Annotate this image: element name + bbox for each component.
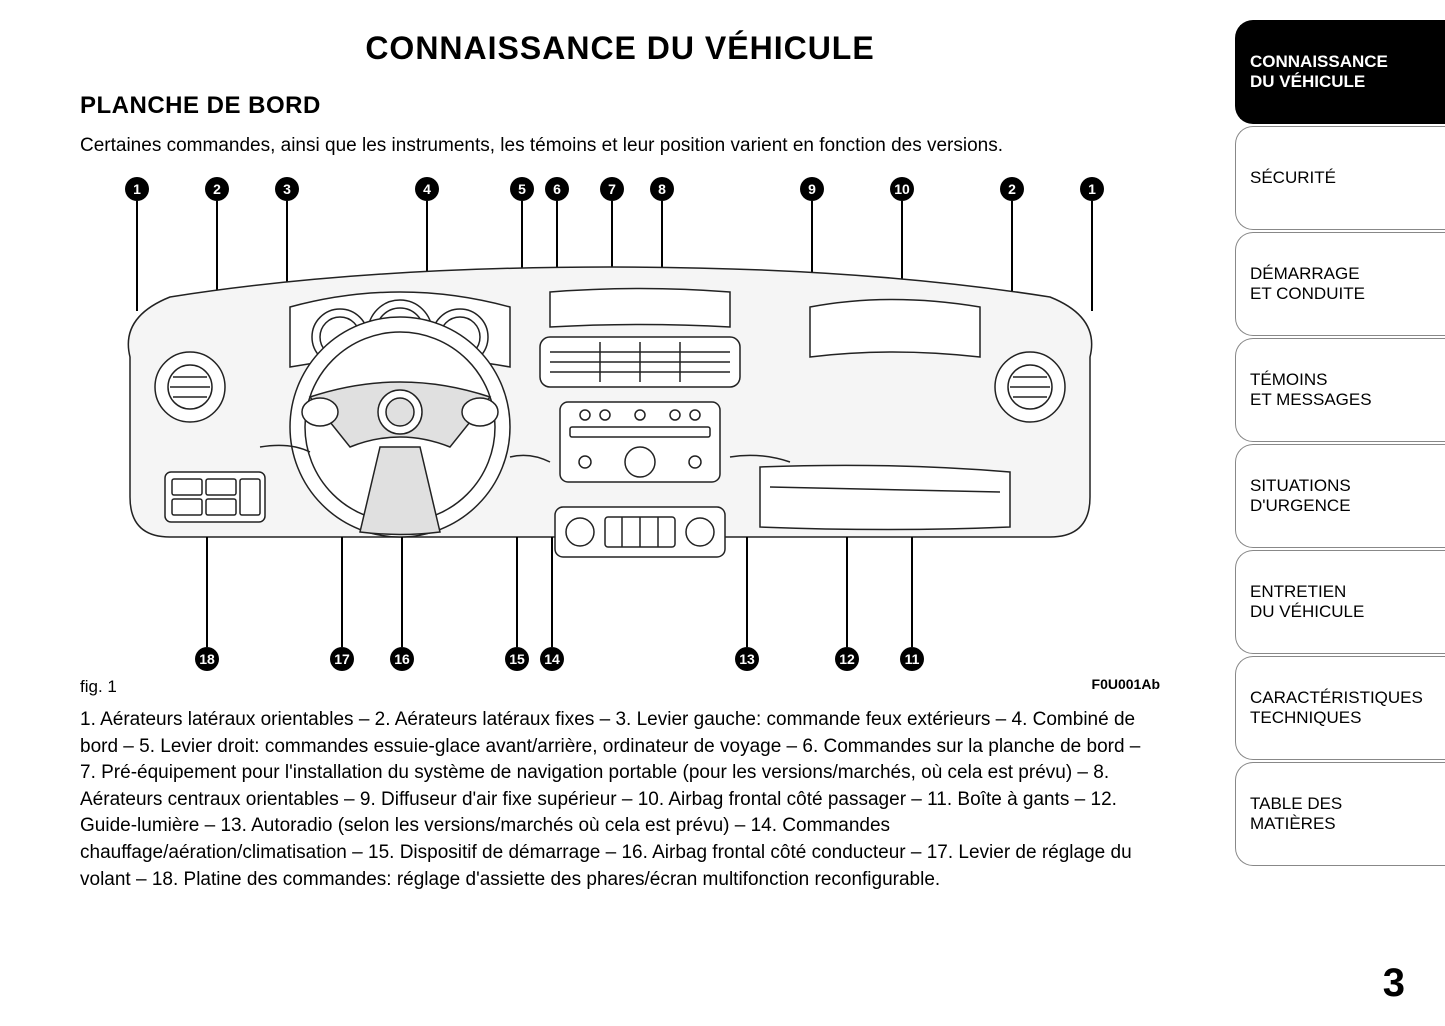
callout-marker: 1 — [1080, 177, 1104, 201]
callout-number: 1 — [1080, 177, 1104, 201]
callout-number: 12 — [835, 647, 859, 671]
tab-label-line: SITUATIONS — [1250, 476, 1431, 496]
tab-label-line: DU VÉHICULE — [1250, 602, 1431, 622]
callout-number: 3 — [275, 177, 299, 201]
callout-number: 16 — [390, 647, 414, 671]
callout-marker: 5 — [510, 177, 534, 201]
nav-tab[interactable]: SÉCURITÉ — [1235, 126, 1445, 230]
tab-label-line: DÉMARRAGE — [1250, 264, 1431, 284]
callout-marker: 3 — [275, 177, 299, 201]
callout-line — [846, 537, 848, 647]
callout-number: 10 — [890, 177, 914, 201]
tab-label-line: TECHNIQUES — [1250, 708, 1431, 728]
callout-line — [206, 537, 208, 647]
callout-number: 8 — [650, 177, 674, 201]
callout-marker: 9 — [800, 177, 824, 201]
callout-number: 9 — [800, 177, 824, 201]
callout-number: 13 — [735, 647, 759, 671]
callout-number: 2 — [205, 177, 229, 201]
nav-tab[interactable]: TÉMOINSET MESSAGES — [1235, 338, 1445, 442]
callout-number: 18 — [195, 647, 219, 671]
callout-number: 2 — [1000, 177, 1024, 201]
dashboard-diagram: 1234567891021 — [80, 177, 1160, 697]
callout-number: 15 — [505, 647, 529, 671]
callout-marker: 1 — [125, 177, 149, 201]
callout-line — [516, 537, 518, 647]
legend-text: 1. Aérateurs latéraux orientables – 2. A… — [80, 707, 1160, 893]
callout-marker: 10 — [890, 177, 914, 201]
callout-marker: 2 — [205, 177, 229, 201]
nav-tab[interactable]: ENTRETIENDU VÉHICULE — [1235, 550, 1445, 654]
callout-marker: 2 — [1000, 177, 1024, 201]
page-number: 3 — [1383, 961, 1405, 1006]
callout-line — [911, 537, 913, 647]
callout-number: 6 — [545, 177, 569, 201]
tab-label-line: D'URGENCE — [1250, 496, 1431, 516]
tab-label-line: ENTRETIEN — [1250, 582, 1431, 602]
tab-label-line: CARACTÉRISTIQUES — [1250, 688, 1431, 708]
tab-label-line: CONNAISSANCE — [1250, 52, 1431, 72]
side-tabs-nav: CONNAISSANCEDU VÉHICULESÉCURITÉDÉMARRAGE… — [1235, 20, 1445, 868]
tab-label-line: ET CONDUITE — [1250, 284, 1431, 304]
callout-line — [341, 537, 343, 647]
callout-number: 11 — [900, 647, 924, 671]
callout-line — [746, 537, 748, 647]
nav-tab[interactable]: CARACTÉRISTIQUESTECHNIQUES — [1235, 656, 1445, 760]
callout-number: 17 — [330, 647, 354, 671]
callout-marker: 7 — [600, 177, 624, 201]
tab-label-line: ET MESSAGES — [1250, 390, 1431, 410]
figure-code: F0U001Ab — [1092, 676, 1160, 692]
tab-label-line: TABLE DES — [1250, 794, 1431, 814]
section-title: PLANCHE DE BORD — [80, 92, 1160, 120]
dashboard-illustration — [110, 237, 1110, 617]
intro-text: Certaines commandes, ainsi que les instr… — [80, 135, 1160, 157]
callout-number: 14 — [540, 647, 564, 671]
tab-label-line: MATIÈRES — [1250, 814, 1431, 834]
nav-tab[interactable]: SITUATIONSD'URGENCE — [1235, 444, 1445, 548]
nav-tab[interactable]: DÉMARRAGEET CONDUITE — [1235, 232, 1445, 336]
nav-tab[interactable]: TABLE DESMATIÈRES — [1235, 762, 1445, 866]
page-title: CONNAISSANCE DU VÉHICULE — [80, 30, 1160, 67]
main-content: CONNAISSANCE DU VÉHICULE PLANCHE DE BORD… — [80, 30, 1160, 893]
callout-number: 5 — [510, 177, 534, 201]
callout-line — [551, 537, 553, 647]
callout-line — [401, 537, 403, 647]
callout-number: 1 — [125, 177, 149, 201]
callout-number: 7 — [600, 177, 624, 201]
callout-marker: 8 — [650, 177, 674, 201]
callout-marker: 4 — [415, 177, 439, 201]
tab-label-line: TÉMOINS — [1250, 370, 1431, 390]
callout-marker: 6 — [545, 177, 569, 201]
tab-label-line: SÉCURITÉ — [1250, 168, 1431, 188]
callout-number: 4 — [415, 177, 439, 201]
tab-label-line: DU VÉHICULE — [1250, 72, 1431, 92]
nav-tab[interactable]: CONNAISSANCEDU VÉHICULE — [1235, 20, 1445, 124]
figure-label: fig. 1 — [80, 677, 117, 697]
